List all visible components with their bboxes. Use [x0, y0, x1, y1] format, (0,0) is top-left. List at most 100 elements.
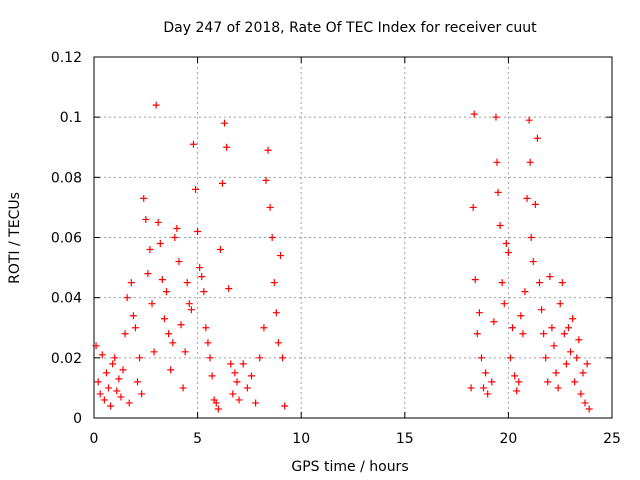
data-point [270, 279, 278, 287]
data-point [535, 279, 543, 287]
data-point [256, 354, 264, 362]
data-point [200, 288, 208, 296]
data-point [540, 330, 548, 338]
data-point [167, 366, 175, 374]
data-point [506, 354, 514, 362]
data-point [239, 360, 247, 368]
chart-title: Day 247 of 2018, Rate Of TEC Index for r… [163, 20, 537, 36]
data-point [100, 396, 108, 404]
data-point [579, 369, 587, 377]
data-point [260, 324, 268, 332]
y-axis-label: ROTI / TECUs [7, 192, 23, 284]
axes [93, 56, 613, 419]
data-point [583, 360, 591, 368]
data-point [525, 116, 533, 124]
data-point [529, 258, 537, 266]
data-point [123, 294, 131, 302]
y-tick-label: 0.02 [51, 351, 82, 367]
data-point [247, 372, 255, 380]
data-point [526, 158, 534, 166]
data-point [98, 351, 106, 359]
data-point [187, 306, 195, 314]
data-point [544, 378, 552, 386]
data-point [564, 324, 572, 332]
data-point [125, 399, 133, 407]
data-point [107, 402, 115, 410]
data-point [533, 134, 541, 142]
y-tick-label: 0.12 [51, 50, 82, 66]
grid-lines [94, 57, 612, 418]
data-point [229, 390, 237, 398]
data-point [179, 384, 187, 392]
data-point [111, 354, 119, 362]
data-point [515, 378, 523, 386]
data-point [504, 249, 512, 257]
x-tick-label: 15 [396, 431, 414, 447]
data-point [511, 372, 519, 380]
data-point [142, 215, 150, 223]
data-point [276, 252, 284, 260]
data-point [158, 276, 166, 284]
data-point [556, 300, 564, 308]
x-tick-label: 0 [90, 431, 99, 447]
data-point [216, 246, 224, 254]
data-point [502, 240, 510, 248]
data-point [129, 312, 137, 320]
data-point [189, 140, 197, 148]
data-point [581, 399, 589, 407]
data-point [223, 143, 231, 151]
data-point [527, 234, 535, 241]
data-point [550, 342, 558, 350]
data-point [509, 324, 517, 332]
data-point [177, 321, 185, 329]
data-point [266, 203, 274, 211]
data-point [152, 101, 160, 109]
data-point [272, 309, 280, 317]
data-point [169, 339, 177, 347]
data-point [181, 348, 189, 356]
data-point [148, 300, 156, 308]
data-point [131, 324, 139, 332]
data-point [471, 276, 479, 284]
data-point [571, 378, 579, 386]
data-point [562, 360, 570, 368]
data-point [492, 113, 500, 121]
data-point [554, 384, 562, 392]
data-point [482, 369, 490, 377]
data-point [500, 300, 508, 308]
data-point [227, 360, 235, 368]
x-tick-label: 10 [292, 431, 310, 447]
plot-border [93, 56, 613, 419]
data-point [473, 330, 481, 338]
data-point [475, 309, 483, 317]
x-tick-labels: 0 5 10 15 20 25 [90, 431, 621, 447]
data-point [531, 200, 539, 208]
data-point [558, 279, 566, 287]
data-point [498, 279, 506, 287]
x-tick-label: 20 [499, 431, 517, 447]
data-point [185, 300, 193, 308]
data-point [134, 378, 142, 386]
data-point [214, 405, 222, 413]
data-point [173, 224, 181, 232]
y-tick-label: 0.1 [60, 110, 82, 126]
data-point [470, 110, 478, 118]
data-point [206, 354, 214, 362]
data-point [262, 176, 270, 184]
data-point [94, 378, 102, 386]
data-point [198, 273, 206, 281]
data-point [496, 221, 504, 229]
data-point [183, 279, 191, 287]
data-point [488, 378, 496, 386]
data-point [264, 146, 272, 154]
data-point [218, 179, 226, 187]
data-point [140, 194, 148, 202]
data-point [160, 315, 168, 323]
y-tick-label: 0.08 [51, 170, 82, 186]
data-point [279, 354, 287, 362]
data-point [268, 234, 276, 241]
data-point [575, 336, 583, 344]
data-point [208, 372, 216, 380]
data-point [163, 288, 171, 296]
data-point [138, 390, 146, 398]
